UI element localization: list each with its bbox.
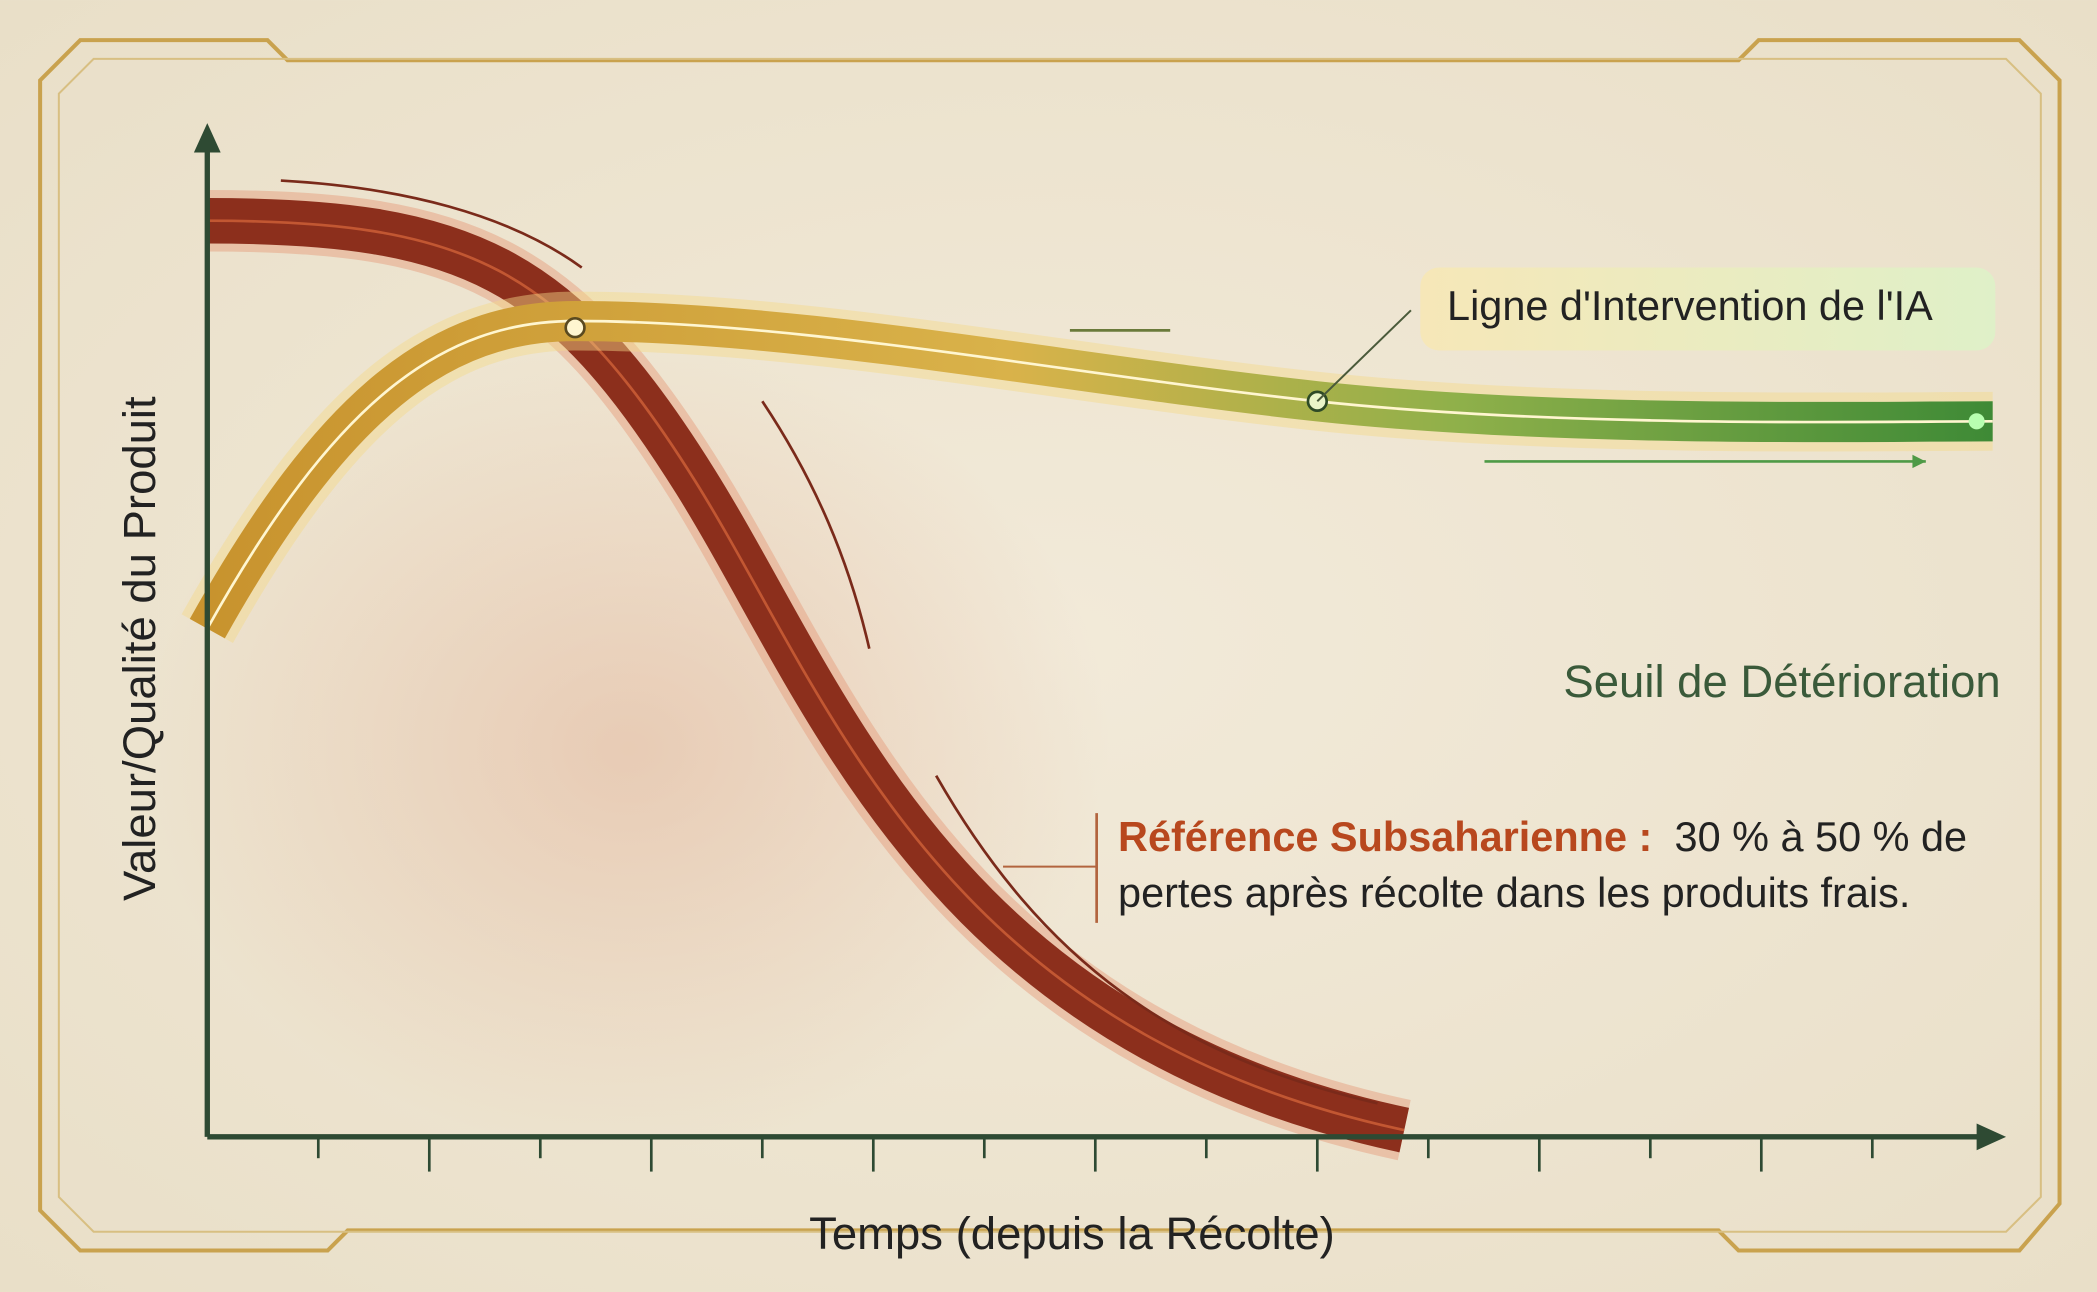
label-box (1420, 267, 1996, 351)
arrow (934, 775, 1378, 1105)
node (564, 317, 586, 339)
ai-core (206, 319, 1993, 630)
y-axis-label: Valeur/Qualité du Produit (114, 396, 165, 901)
frame-inner (57, 57, 2042, 1233)
ai-label: Ligne d'Intervention de l'IA (1447, 282, 1933, 329)
connector (1316, 309, 1412, 402)
decay-stain (147, 347, 1111, 1151)
arrow-head (1912, 454, 1926, 469)
annotation-text: pertes après récolte dans les produits f… (1118, 869, 1910, 916)
arrow (761, 400, 871, 649)
annotation-line: Référence Subsaharienne : 30 % à 50 % de (1118, 813, 1967, 860)
frame (38, 38, 2062, 1253)
annotation-text: 30 % à 50 % de (1675, 813, 1968, 860)
arrow (280, 179, 583, 269)
x-arrow (1976, 1123, 2007, 1151)
annotation-highlight: Référence Subsaharienne : (1118, 813, 1652, 860)
axes (193, 123, 2007, 1172)
x-axis-label: Temps (depuis la Récolte) (809, 1208, 1335, 1259)
node (1968, 413, 1985, 430)
threshold-label: Seuil de Détérioration (1563, 656, 2000, 707)
decay-vein (207, 219, 1405, 1132)
y-arrow (193, 123, 221, 153)
